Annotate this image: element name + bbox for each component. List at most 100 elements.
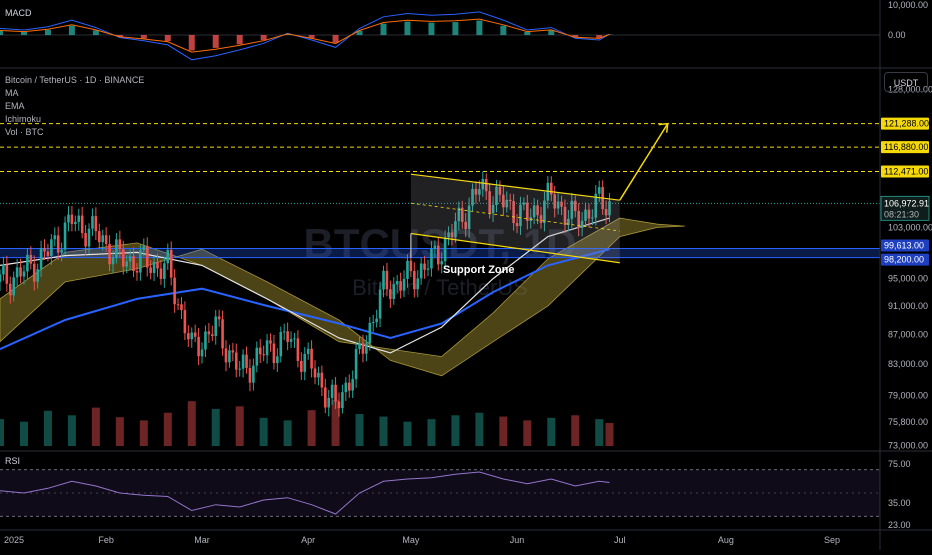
candle-body bbox=[296, 338, 300, 361]
candle-body bbox=[63, 222, 67, 250]
macd-histogram-bar bbox=[476, 20, 483, 35]
candle-body bbox=[413, 271, 416, 290]
time-axis-label: Aug bbox=[718, 535, 734, 545]
candle-body bbox=[5, 264, 9, 284]
candle-body bbox=[22, 271, 26, 277]
candle-body bbox=[101, 235, 105, 243]
price-level-tag-label: 99,613.00 bbox=[884, 241, 924, 251]
price-legend-symbol[interactable]: Bitcoin / TetherUS · 1D · BINANCE bbox=[5, 75, 145, 85]
ema-line bbox=[0, 248, 610, 351]
candle-body bbox=[214, 316, 218, 336]
candle-body bbox=[53, 235, 57, 240]
candle-body bbox=[252, 365, 255, 383]
candle-body bbox=[241, 354, 245, 369]
candle-body bbox=[282, 331, 286, 333]
candle-body bbox=[464, 221, 467, 230]
macd-histogram-bar bbox=[452, 22, 459, 35]
macd-histogram-bar bbox=[212, 35, 219, 48]
candle-body bbox=[467, 205, 471, 230]
volume-bar bbox=[523, 420, 532, 446]
candle-body bbox=[19, 267, 22, 277]
candle-body bbox=[327, 397, 331, 408]
candle-body bbox=[156, 261, 159, 269]
price-tick-label: 73,000.00 bbox=[888, 441, 928, 451]
price-level-tag-label: 121,288.00 bbox=[884, 119, 929, 129]
volume-bar bbox=[211, 408, 220, 446]
candle-body bbox=[173, 277, 176, 305]
candle-body bbox=[108, 243, 111, 265]
candle-body bbox=[440, 261, 444, 265]
price-tick-label: 75,800.00 bbox=[888, 417, 928, 427]
candle-body bbox=[74, 221, 77, 224]
candle-body bbox=[573, 200, 577, 212]
candle-body bbox=[190, 332, 194, 340]
candle-body bbox=[436, 245, 440, 265]
channel-upper-line bbox=[410, 173, 620, 201]
macd-histogram-bar bbox=[284, 33, 291, 35]
currency-button[interactable]: USDT bbox=[884, 72, 928, 92]
volume-bar bbox=[91, 407, 100, 446]
rsi-label: RSI bbox=[5, 456, 21, 466]
macd-histogram-bar bbox=[44, 29, 51, 35]
price-level-tag-label: 116,880.00 bbox=[884, 142, 928, 152]
candle-body bbox=[163, 263, 166, 279]
macd-histogram-bar bbox=[548, 30, 555, 35]
candle-body bbox=[378, 289, 382, 319]
volume-bar bbox=[235, 406, 244, 446]
volume-bar bbox=[331, 399, 340, 446]
candle-body bbox=[2, 264, 5, 275]
legend-ichimoku[interactable]: Ichimoku bbox=[5, 114, 42, 124]
candle-body bbox=[276, 356, 279, 364]
candle-body bbox=[392, 284, 396, 300]
candle-body bbox=[139, 250, 142, 273]
candle-body bbox=[231, 350, 235, 353]
macd-histogram-bar bbox=[404, 21, 411, 35]
legend-ema[interactable]: EMA bbox=[5, 101, 25, 111]
candle-body bbox=[488, 191, 491, 214]
rsi-tick-label: 75.00 bbox=[888, 459, 911, 469]
price-level-tag-label: 98,200.00 bbox=[884, 255, 924, 265]
candle-body bbox=[80, 215, 84, 234]
candle-body bbox=[258, 347, 262, 355]
macd-histogram-bar bbox=[188, 35, 195, 51]
candle-body bbox=[536, 205, 539, 216]
candle-body bbox=[330, 384, 334, 398]
candle-body bbox=[43, 248, 46, 252]
legend-ma[interactable]: MA bbox=[5, 88, 19, 98]
volume-bar bbox=[427, 419, 436, 446]
candle-body bbox=[210, 334, 214, 336]
time-axis-label: Feb bbox=[98, 535, 114, 545]
candle-body bbox=[430, 248, 433, 269]
price-tick-label: 83,000.00 bbox=[888, 359, 928, 369]
candle-body bbox=[272, 343, 276, 364]
candle-body bbox=[84, 233, 87, 247]
candle-body bbox=[94, 216, 98, 232]
candle-body bbox=[354, 349, 358, 380]
candle-body bbox=[197, 336, 200, 357]
candle-body bbox=[238, 368, 241, 370]
candle-body bbox=[286, 331, 289, 342]
time-axis-label: Sep bbox=[824, 535, 840, 545]
volume-bar bbox=[115, 417, 124, 446]
volume-bar bbox=[547, 417, 556, 446]
volume-bar bbox=[451, 415, 460, 446]
volume-bar bbox=[139, 420, 148, 446]
legend-volume[interactable]: Vol · BTC bbox=[5, 127, 44, 137]
candle-body bbox=[399, 281, 402, 291]
volume-bar bbox=[187, 401, 196, 446]
macd-tick-label: 10,000.00 bbox=[888, 0, 928, 10]
countdown-label: 08:21:30 bbox=[884, 209, 919, 219]
price-tick-label: 91,000.00 bbox=[888, 301, 928, 311]
price-level-tag bbox=[881, 239, 929, 252]
candle-body bbox=[228, 350, 231, 363]
candle-body bbox=[87, 228, 91, 247]
volume-bar bbox=[163, 412, 172, 446]
volume-bar bbox=[283, 420, 292, 446]
macd-line bbox=[0, 11, 610, 61]
candle-body bbox=[471, 188, 474, 206]
candle-body bbox=[317, 372, 320, 378]
candle-body bbox=[395, 281, 399, 285]
candle-body bbox=[245, 354, 248, 368]
